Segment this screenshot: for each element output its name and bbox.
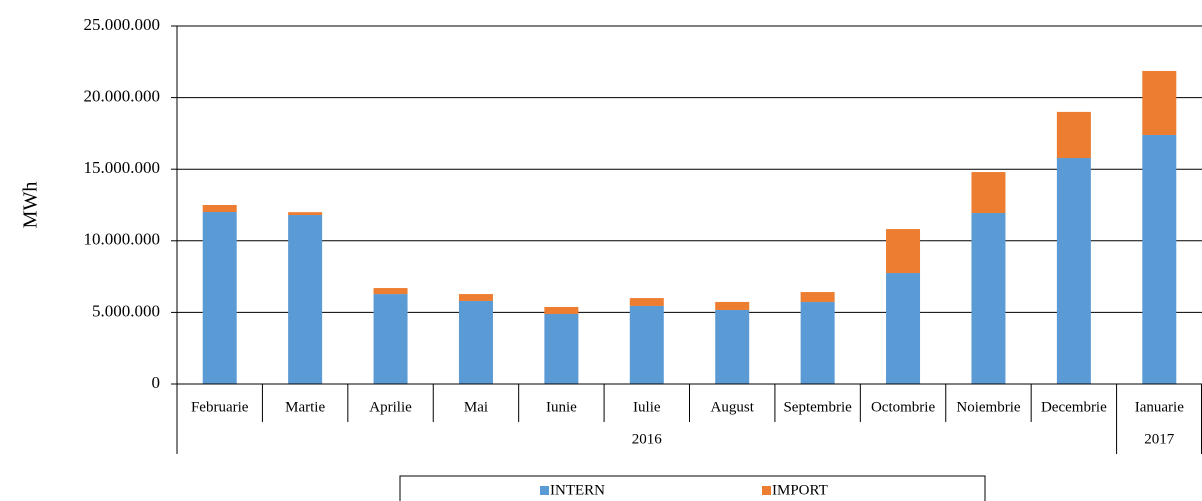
bar-segment — [715, 301, 750, 310]
y-axis-label: MWh — [20, 182, 42, 229]
x-tick-label: Ianuarie — [1135, 399, 1184, 415]
x-tick-label: Mai — [464, 399, 488, 415]
group-label: 2017 — [1144, 431, 1175, 447]
bar-segment — [288, 212, 323, 216]
y-tick-label: 10.000.000 — [84, 230, 161, 249]
bar-segment — [288, 215, 323, 384]
bar-segment — [629, 305, 664, 384]
x-tick-label: August — [711, 399, 755, 415]
y-tick-label: 20.000.000 — [84, 87, 161, 106]
bar-segment — [800, 301, 835, 384]
x-tick-label: Februarie — [191, 399, 249, 415]
legend-label: INTERN — [550, 482, 605, 498]
bar-segment — [544, 313, 579, 384]
group-label: 2016 — [632, 431, 663, 447]
bar-segment — [544, 306, 579, 314]
x-tick-label: Octombrie — [871, 399, 935, 415]
x-tick-label: Septembrie — [783, 399, 852, 415]
bar-segment — [886, 229, 921, 274]
bar-segment — [458, 294, 493, 301]
legend-box — [399, 475, 986, 501]
bar-segment — [971, 172, 1006, 214]
bar-segment — [971, 213, 1006, 384]
bar-segment — [202, 212, 237, 384]
y-tick-label: 0 — [152, 373, 161, 392]
bar-segment — [886, 273, 921, 384]
bar-segment — [715, 309, 750, 384]
legend-swatch — [762, 486, 771, 495]
bar-segment — [373, 294, 408, 384]
bar-segment — [458, 300, 493, 384]
bar-segment — [1142, 70, 1177, 135]
x-tick-label: Aprilie — [369, 399, 412, 415]
y-tick-label: 5.000.000 — [92, 301, 160, 320]
y-tick-label: 15.000.000 — [84, 158, 161, 177]
bar-segment — [202, 205, 237, 213]
x-tick-label: Decembrie — [1041, 399, 1107, 415]
legend-label: IMPORT — [772, 482, 828, 498]
bar-segment — [373, 288, 408, 295]
bar-segment — [800, 292, 835, 302]
y-tick-label: 25.000.000 — [84, 15, 161, 34]
x-tick-label: Iunie — [546, 399, 577, 415]
x-tick-label: Martie — [285, 399, 325, 415]
x-tick-label: Noiembrie — [956, 399, 1020, 415]
x-tick-label: Iulie — [633, 399, 661, 415]
bar-segment — [629, 298, 664, 306]
bar-segment — [1056, 158, 1091, 384]
legend-swatch — [540, 486, 549, 495]
bar-segment — [1056, 111, 1091, 159]
bar-segment — [1142, 134, 1177, 384]
